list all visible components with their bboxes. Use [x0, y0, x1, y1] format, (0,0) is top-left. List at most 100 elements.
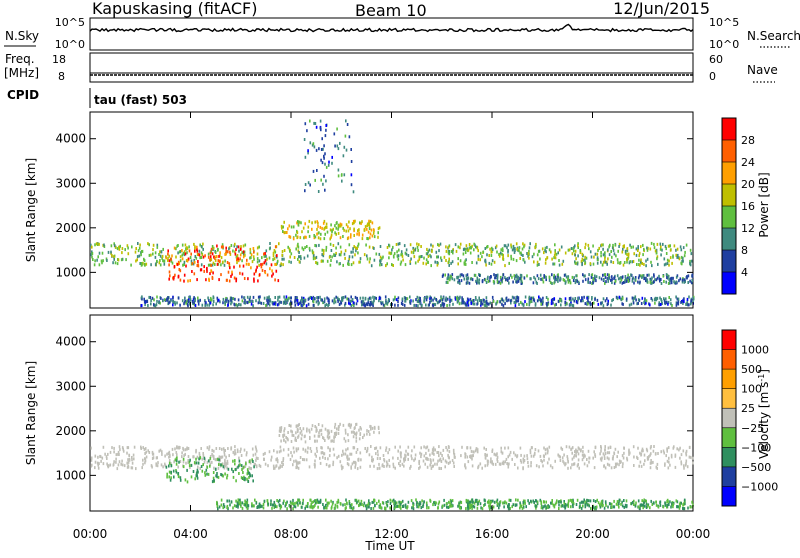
data-cell [453, 278, 456, 282]
data-cell [355, 436, 358, 440]
data-cell [412, 248, 415, 252]
data-cell [297, 461, 300, 465]
data-cell [324, 232, 326, 236]
data-cell [216, 502, 218, 506]
data-cell [485, 299, 488, 303]
data-cell [309, 435, 311, 439]
data-cell [620, 460, 622, 464]
data-cell [692, 297, 695, 301]
data-cell [336, 296, 339, 300]
data-cell [318, 301, 320, 305]
data-cell [469, 506, 471, 510]
data-cell [209, 296, 212, 300]
data-cell [173, 265, 176, 268]
data-cell [315, 501, 317, 505]
data-cell [670, 505, 672, 509]
data-cell [314, 463, 316, 467]
data-cell [231, 467, 233, 471]
data-cell [295, 447, 298, 451]
data-cell [187, 304, 189, 308]
data-cell [479, 274, 481, 277]
data-cell [298, 255, 300, 259]
data-cell [494, 246, 497, 250]
data-cell [445, 280, 448, 284]
velocity-colorbar-label-end: ] [757, 369, 771, 374]
data-cell [296, 301, 299, 305]
data-cell [127, 458, 129, 462]
data-cell [478, 296, 480, 300]
data-cell [680, 453, 683, 457]
data-cell [237, 259, 240, 263]
data-cell [256, 246, 259, 250]
data-cell [236, 261, 238, 265]
freq-panel-frame [89, 52, 694, 83]
data-cell [644, 459, 646, 463]
data-cell [331, 155, 333, 159]
data-cell [692, 300, 694, 304]
data-cell [228, 262, 231, 266]
data-cell [390, 251, 393, 255]
data-cell [639, 460, 642, 464]
data-cell [447, 275, 449, 279]
data-cell [355, 433, 357, 436]
data-cell [420, 446, 422, 450]
data-cell [534, 448, 537, 451]
data-cell [279, 430, 282, 433]
data-cell [230, 296, 232, 300]
data-cell [208, 278, 210, 282]
data-cell [197, 302, 200, 306]
data-cell [486, 277, 489, 281]
data-cell [417, 304, 419, 308]
data-cell [577, 296, 580, 300]
data-cell [167, 258, 169, 262]
data-cell [467, 499, 470, 503]
data-cell [278, 242, 280, 246]
data-cell [461, 445, 463, 449]
data-cell [545, 250, 547, 254]
data-cell [580, 449, 582, 453]
data-cell [578, 447, 580, 451]
data-cell [660, 298, 662, 302]
data-cell [320, 432, 323, 436]
data-cell [449, 502, 452, 506]
data-cell [244, 243, 247, 247]
data-cell [404, 263, 407, 267]
data-cell [610, 303, 612, 307]
velocity-colorbar-label-sup: -1 [757, 374, 766, 382]
data-cell [482, 250, 485, 254]
data-cell [307, 225, 310, 229]
data-cell [466, 273, 469, 277]
data-cell [642, 503, 645, 507]
data-cell [665, 300, 668, 304]
data-cell [608, 273, 610, 277]
data-cell [686, 300, 689, 304]
data-cell [508, 507, 510, 511]
data-cell [613, 505, 616, 509]
data-cell [514, 304, 517, 308]
data-cell [637, 247, 639, 251]
data-cell [581, 453, 584, 457]
data-cell [201, 457, 204, 461]
colorbar-swatch [722, 162, 736, 184]
data-cell [614, 280, 617, 283]
data-cell [536, 500, 539, 504]
data-cell [462, 274, 465, 278]
data-cell [477, 254, 480, 258]
data-cell [575, 503, 578, 506]
data-cell [626, 253, 628, 257]
data-cell [346, 457, 349, 461]
data-cell [689, 259, 691, 263]
data-cell [238, 456, 240, 460]
data-cell [161, 452, 163, 456]
data-cell [632, 260, 635, 263]
data-cell [349, 227, 351, 231]
data-cell [516, 280, 518, 284]
data-cell [603, 454, 606, 458]
data-cell [200, 465, 203, 468]
data-cell [337, 498, 340, 502]
data-cell [377, 227, 380, 231]
data-cell [178, 268, 181, 271]
data-cell [314, 220, 316, 224]
data-cell [290, 451, 292, 455]
data-cell [363, 302, 366, 306]
